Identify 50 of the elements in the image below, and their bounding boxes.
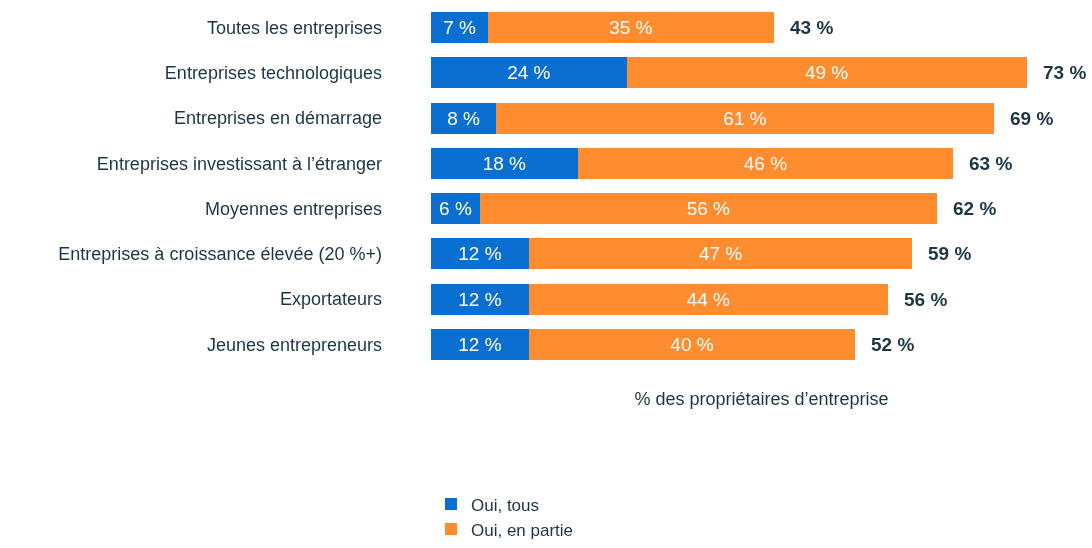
data-label: 24 % bbox=[507, 62, 551, 84]
data-label: 40 % bbox=[670, 333, 714, 355]
bar bbox=[431, 12, 489, 44]
bar bbox=[431, 238, 529, 270]
y-tick-label: Entreprises à croissance élevée (20 %+) bbox=[58, 244, 382, 265]
bar bbox=[431, 102, 497, 134]
data-label: 56 % bbox=[686, 198, 731, 220]
bar bbox=[488, 12, 774, 44]
legend-label: Oui, en partie bbox=[471, 520, 574, 540]
bar bbox=[577, 147, 954, 179]
bar bbox=[431, 283, 529, 315]
bar bbox=[431, 328, 529, 360]
data-label: 18 % bbox=[482, 152, 527, 174]
total-label: 63 % bbox=[969, 153, 1013, 174]
total-label: 43 % bbox=[790, 17, 834, 38]
y-tick-label: Entreprises en démarrage bbox=[173, 108, 382, 129]
data-label: 44 % bbox=[686, 288, 731, 310]
total-label: 62 % bbox=[953, 198, 997, 219]
data-label: 49 % bbox=[804, 62, 849, 84]
bar bbox=[431, 57, 627, 89]
y-tick-label: Entreprises technologiques bbox=[164, 63, 382, 84]
legend-label: Oui, tous bbox=[471, 495, 540, 515]
data-label: 8 % bbox=[447, 107, 481, 129]
y-tick-label: Exportateurs bbox=[279, 289, 382, 310]
data-label: 7 % bbox=[443, 17, 476, 39]
total-label: 69 % bbox=[1010, 108, 1054, 129]
total-label: 59 % bbox=[928, 243, 972, 264]
y-tick-label: Toutes les entreprises bbox=[206, 17, 382, 38]
total-label: 56 % bbox=[904, 289, 948, 310]
x-axis-title: % des propriétaires d’entreprise bbox=[634, 389, 889, 410]
data-label: 47 % bbox=[698, 243, 743, 265]
bar bbox=[496, 102, 994, 134]
data-label: 12 % bbox=[458, 333, 502, 355]
bar bbox=[528, 238, 913, 270]
bar bbox=[626, 57, 1027, 89]
total-label: 73 % bbox=[1043, 62, 1087, 83]
bar bbox=[528, 283, 888, 315]
data-label: 12 % bbox=[458, 243, 502, 265]
data-label: 12 % bbox=[458, 288, 502, 310]
total-label: 52 % bbox=[871, 334, 915, 355]
bar bbox=[479, 193, 937, 225]
data-label: 6 % bbox=[439, 198, 472, 220]
y-tick-label: Entreprises investissant à l’étranger bbox=[96, 153, 382, 174]
data-label: 46 % bbox=[743, 152, 788, 174]
y-tick-label: Moyennes entreprises bbox=[204, 198, 382, 219]
y-tick-label: Jeunes entrepreneurs bbox=[206, 334, 382, 355]
data-label: 61 % bbox=[723, 107, 767, 129]
bar bbox=[431, 147, 578, 179]
data-label: 35 % bbox=[609, 17, 653, 39]
bar bbox=[528, 328, 856, 360]
